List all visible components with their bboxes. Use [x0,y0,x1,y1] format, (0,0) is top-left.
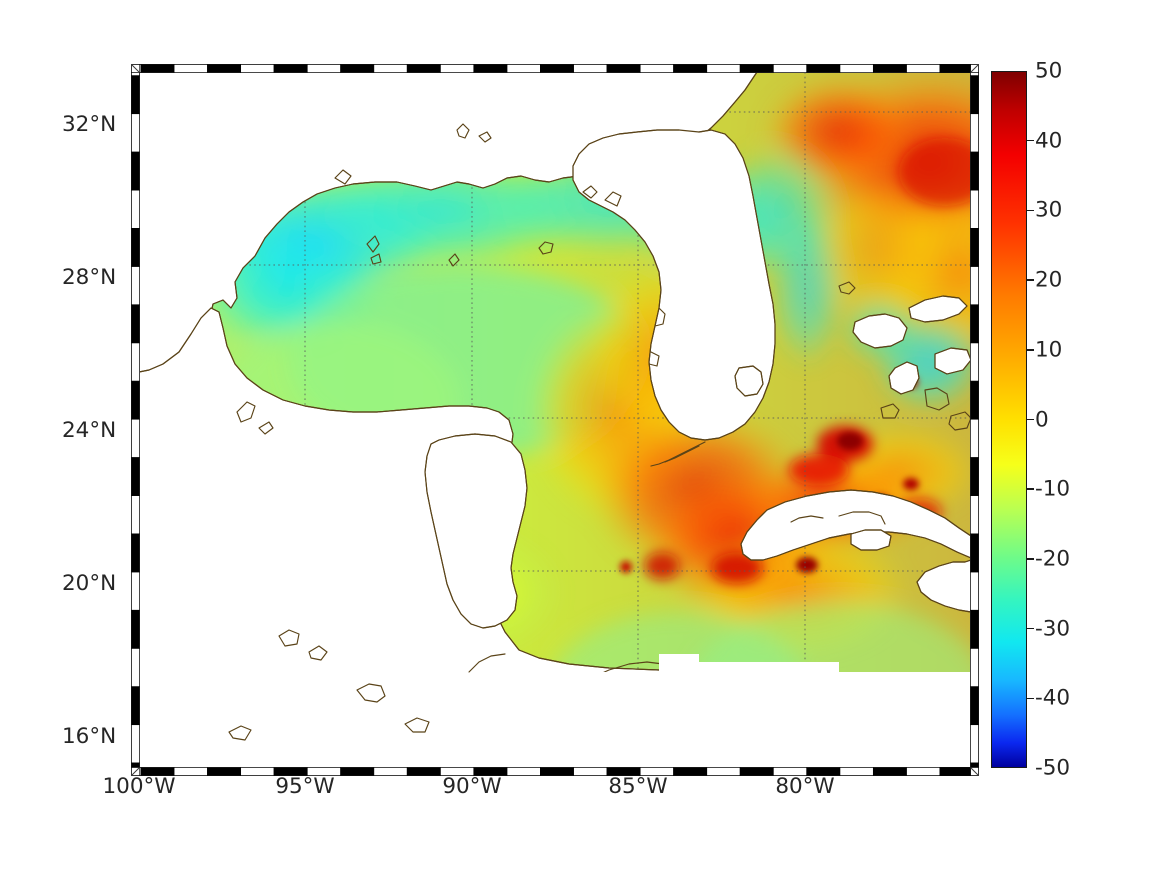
y-tick-label: 20°N [62,571,117,596]
x-tick-label: 90°W [442,774,502,799]
y-tick-label: 32°N [62,112,117,137]
colorbar-tick-label: 10 [1035,337,1063,363]
colorbar-tick-label: 20 [1035,267,1063,293]
colorbar-tick [1027,488,1034,490]
y-tick-label: 24°N [62,418,117,443]
colorbar-tick [1027,418,1034,421]
x-tick-label: 100°W [102,774,176,799]
colorbar[interactable] [991,71,1034,768]
x-tick-label: 85°W [608,774,668,799]
nodata-mask [529,654,971,768]
colorbar-tick-label: -20 [1035,546,1071,572]
x-tick-label: 80°W [775,774,835,799]
colorbar-tick-label: -10 [1035,476,1071,502]
colorbar-tick [1027,349,1034,351]
colorbar-tick [1027,139,1034,142]
map-data-area [139,72,971,768]
colorbar-tick-label: -40 [1035,685,1071,711]
y-tick-label: 28°N [62,265,117,290]
colorbar-tick [1027,697,1034,700]
colorbar-tick-label: 50 [1035,58,1063,84]
x-tick-label: 95°W [275,774,335,799]
map-axes[interactable] [139,72,971,768]
colorbar-tick-label: 0 [1035,407,1049,432]
colorbar-tick [1027,627,1034,630]
colorbar-tick-label: -30 [1035,616,1071,642]
colorbar-tick [1027,209,1034,212]
colorbar-tick-label: -50 [1035,755,1071,781]
colorbar-tick-label: 30 [1035,197,1063,223]
colorbar-tick [1027,279,1034,281]
colorbar-tick [1027,558,1034,560]
colorbar-gradient [991,71,1027,768]
colorbar-tick-label: 40 [1035,128,1063,154]
y-tick-label: 16°N [62,724,117,749]
